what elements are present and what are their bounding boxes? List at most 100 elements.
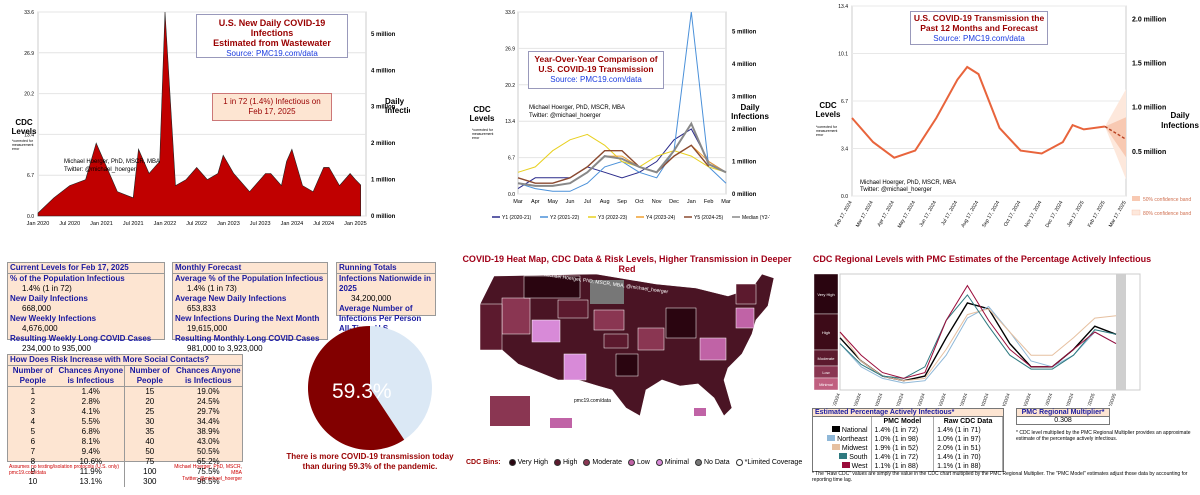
risk-chance: 75.5% (196, 467, 220, 476)
panel1-x-tick: Jan 2025 (344, 221, 367, 227)
risk-chance: 9.4% (58, 447, 126, 457)
risk-row: 10 13.1% 300 98.5% (8, 477, 242, 487)
panel3-x-tick: Feb 17, 2025 (1087, 200, 1107, 229)
risk-chance: 11.9% (58, 467, 126, 477)
regional-pmc: 1.0% (1 in 98) (871, 435, 935, 444)
map-bin-swatch (655, 459, 663, 466)
map-state-nodata (590, 280, 624, 304)
current-label-4: Resulting Weekly Long COVID Cases (10, 334, 152, 343)
panel2-x-tick: Jan (687, 199, 696, 205)
regional-level-label: Moderate (818, 356, 836, 361)
panel2-ylabel-note-3: error (472, 136, 480, 140)
risk-col-number: Number of People (12, 366, 53, 385)
map-title: COVID-19 Heat Map, CDC Data & Risk Level… (462, 254, 792, 274)
panel3-ylabel-2: Levels (816, 110, 841, 119)
map-bin: High (553, 459, 577, 466)
regional-x-tick: 02/20/25 (1106, 392, 1117, 406)
panel3-x-tick: Jan 17, 2025 (1066, 200, 1086, 228)
panel3-x-tick: Jun 17, 2024 (918, 200, 938, 228)
panel1-right-tick: 3 million (371, 105, 396, 111)
panel2-author-2: Twitter: @michael_hoerger (529, 113, 601, 119)
panel2-legend: Y1 (2020-21) Y2 (2021-22) Y3 (2022-23) Y4 (… (492, 215, 770, 221)
panel2-left-tick: 33.6 (505, 10, 515, 16)
map-state-hatch-1 (603, 333, 629, 349)
risk-num: 50 (145, 447, 155, 456)
regional-x-tick: 08/20/24 (979, 392, 990, 406)
panel2-title-box: Year-Over-Year Comparison of U.S. COVID-… (528, 51, 664, 89)
panel3-left-tick: 0.0 (841, 194, 848, 200)
panel1-author-1: Michael Hoerger, PhD, MSCR, MBA (64, 159, 160, 165)
panel3-legend-50: 50% confidence band (1143, 197, 1191, 203)
pie-caption: There is more COVID-19 transmission toda… (270, 452, 470, 472)
regional-region-name: South (849, 454, 868, 461)
us-heat-map: Michael Hoerger, PhD, MSCR, MBA, @michae… (479, 272, 775, 428)
regional-swatch (831, 444, 840, 450)
map-bin-swatch (694, 459, 702, 466)
regional-x-tick: 12/20/24 (1064, 392, 1075, 406)
panel2-left-tick: 20.2 (505, 83, 515, 89)
map-state-veryhigh-3 (615, 353, 639, 377)
panel3-right-ticks: 2.0 million 1.5 million 1.0 million 0.5 mil… (1132, 16, 1166, 156)
regional-recent-band (1116, 274, 1126, 390)
regional-x-ticks: 01/20/24 02/20/24 03/20/24 04/20/24 05/20/24… (830, 392, 1117, 406)
map-bin: Low (627, 459, 650, 466)
regional-col-pmc: PMC Model (871, 417, 935, 426)
risk-note-left-2: pmc19.com/data (9, 470, 46, 476)
panel2-x-ticks: Mar Apr May Jun Jul Aug Sep Oct Nov Dec Jan Feb Mar (513, 199, 731, 205)
risk-num: 10 (28, 477, 38, 486)
panel1-right-tick: 4 million (371, 68, 396, 74)
panel2-plot-area (517, 11, 727, 195)
panel1-x-ticks: Jan 2020 Jul 2020 Jan 2021 Jul 2021 Jan 2022… (27, 221, 367, 227)
risk-num: 15 (145, 387, 155, 396)
panel1-right-ticks: 5 million 4 million 3 million 2 million 1 mi… (371, 32, 396, 220)
regional-cdc: 1.4% (1 in 70) (933, 453, 1003, 462)
regional-region-name: Midwest (841, 445, 868, 452)
panel1-callout: 1 in 72 (1.4%) Infectious on Feb 17, 202… (212, 93, 332, 121)
regional-level-band (813, 377, 839, 391)
totals-header: Running Totals (337, 263, 435, 274)
regional-level-band (813, 273, 839, 315)
panel1-x-tick: Jul 2023 (250, 221, 271, 227)
panel3-yright-label-2: Infections (1161, 121, 1199, 130)
risk-num: 100 (143, 467, 157, 476)
map-state-low-1 (699, 337, 727, 361)
panel3-title-1: U.S. COVID-19 Transmission the (913, 13, 1045, 23)
risk-num: 5 (30, 427, 36, 436)
panel2-right-tick: 2 million (732, 127, 757, 133)
risk-num: 35 (145, 427, 155, 436)
panel1-area-series (37, 11, 362, 217)
risk-row: 8 10.6% 75 65.2% (8, 457, 242, 467)
regional-level-band (813, 313, 839, 351)
panel3-source: Source: PMC19.com/data (933, 34, 1025, 43)
risk-col-chances-2: Chances Anyone is Infectious (176, 366, 241, 385)
panel2-source: Source: PMC19.com/data (550, 75, 642, 84)
map-bin: Very High (508, 459, 548, 466)
regional-cdc: 1.1% (1 in 88) (933, 462, 1003, 471)
current-value-2: 668,000 (22, 304, 51, 313)
panel3-x-tick: Aug 17, 2024 (960, 200, 980, 229)
panel2-x-tick: Mar (513, 199, 523, 205)
panel3-right-tick: 1.0 million (1132, 105, 1166, 112)
regional-series-line (839, 284, 1117, 379)
pie-label: 59.3% (332, 380, 392, 403)
panel1-x-tick: Jan 2021 (90, 221, 113, 227)
panel3-x-tick: Oct 17, 2024 (1003, 200, 1023, 228)
panel3-legend-swatch-80 (1131, 209, 1141, 216)
regional-x-tick: 10/20/24 (1021, 392, 1032, 406)
panel3-x-tick: Mar 17, 2024 (855, 200, 875, 229)
regional-x-tick: 01/20/25 (1085, 392, 1096, 406)
regional-row: Midwest 1.9% (1 in 52) 2.0% (1 in 51) (813, 444, 1003, 453)
panel2-right-tick: 4 million (732, 62, 757, 68)
map-bin: *Limited Coverage (735, 459, 802, 466)
regional-x-tick: 09/20/24 (1000, 392, 1011, 406)
panel3-x-tick: Nov 17, 2024 (1023, 200, 1043, 229)
risk-note-right-2: Twitter: @michael_hoerger (182, 476, 242, 482)
map-state-veryhigh-2 (665, 307, 697, 339)
map-legend: CDC Bins: Very High High Moderate Low Minima… (466, 459, 802, 466)
map-bin: No Data (694, 459, 730, 466)
panel1-title-2: Estimated from Wastewater (213, 38, 331, 48)
regional-region-name: Northeast (837, 436, 868, 443)
forecast-label-1: Average % of the Population Infectious (175, 274, 324, 283)
panel1-right-tick: 0 million (371, 214, 396, 220)
risk-chance: 19.0% (196, 387, 220, 396)
